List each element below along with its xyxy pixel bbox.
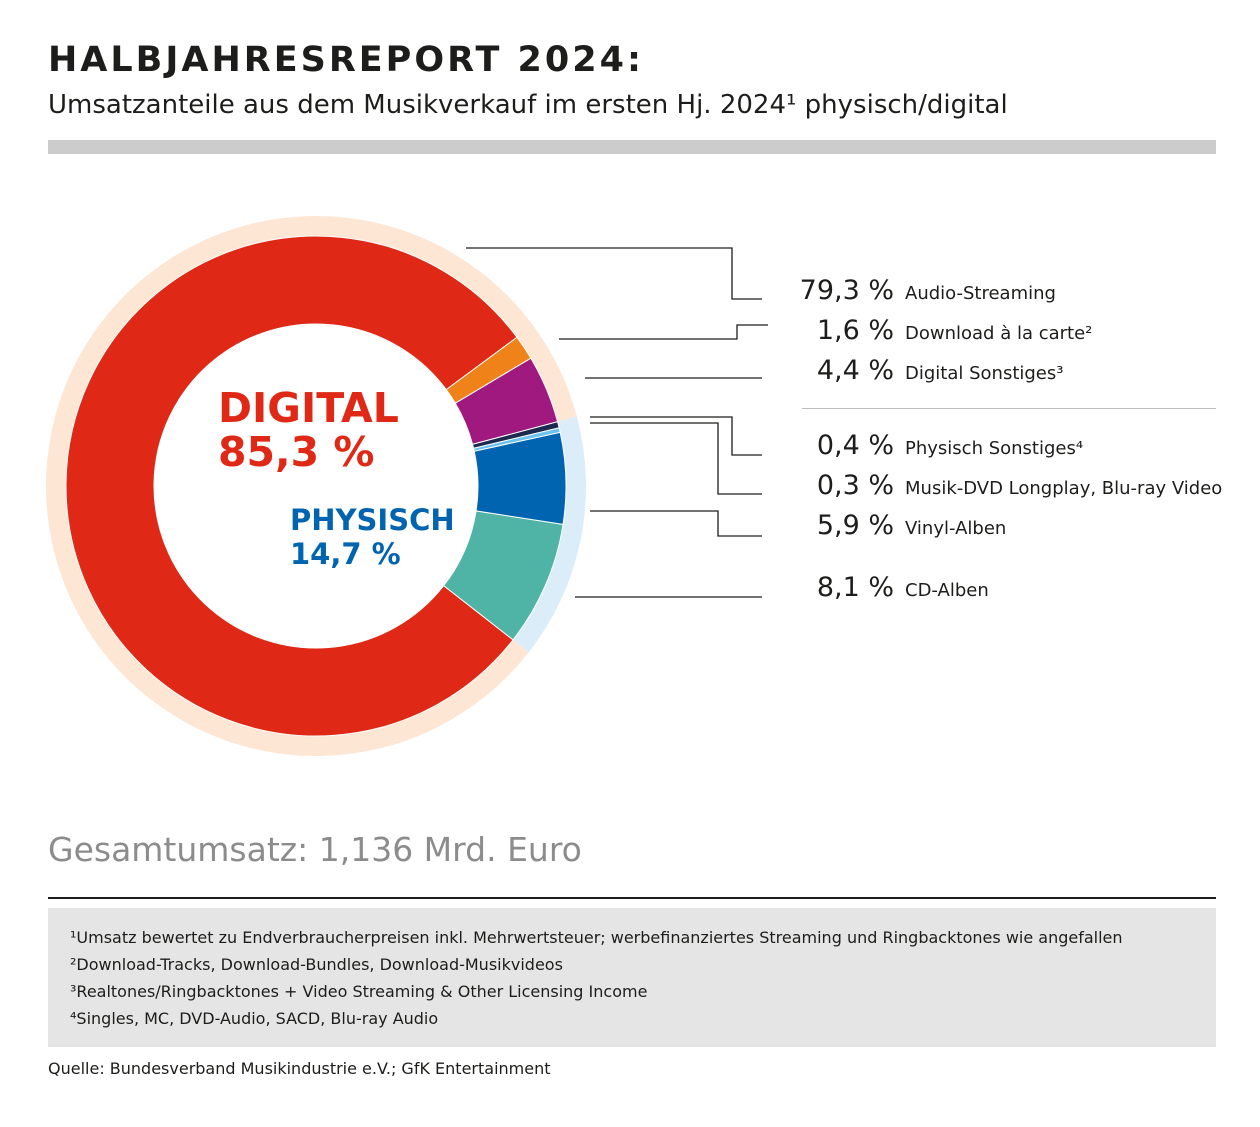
leader-line (590, 422, 762, 495)
donut-chart (45, 215, 768, 756)
legend-row: 0,3 % Musik-DVD Longplay, Blu-ray Video (780, 467, 1240, 501)
slice-audio-streaming (65, 235, 518, 737)
legend-row: 4,4 % Digital Sonstiges³ (780, 352, 1240, 386)
legend-value: 1,6 % (816, 315, 894, 346)
page-subtitle: Umsatzanteile aus dem Musikverkauf im er… (48, 90, 1008, 120)
legend-value: 8,1 % (816, 572, 894, 603)
legend-value: 4,4 % (816, 355, 894, 386)
legend-row: 5,9 % Vinyl-Alben (780, 507, 1240, 541)
legend-row: 79,3 % Audio-Streaming (780, 272, 1240, 306)
footer-rule (48, 897, 1216, 899)
footnotes-box: ¹Umsatz bewertet zu Endverbraucherpreise… (48, 908, 1216, 1047)
legend-value: 0,4 % (816, 430, 894, 461)
leader-line (590, 416, 762, 456)
digital-group-label: DIGITAL (218, 384, 399, 432)
donut-slices (65, 235, 567, 737)
legend-value: 79,3 % (799, 275, 894, 306)
legend-label: Vinyl-Alben (905, 518, 1007, 539)
total-revenue: Gesamtumsatz: 1,136 Mrd. Euro (48, 830, 582, 869)
footnote: ¹Umsatz bewertet zu Endverbraucherpreise… (70, 928, 1123, 947)
legend-label: Musik-DVD Longplay, Blu-ray Video (905, 478, 1223, 499)
legend-row: 8,1 % CD-Alben (780, 569, 1240, 603)
legend-label: Digital Sonstiges³ (905, 363, 1064, 384)
legend-value: 5,9 % (816, 510, 894, 541)
legend-label: Audio-Streaming (905, 283, 1056, 304)
footnote: ²Download-Tracks, Download-Bundles, Down… (70, 955, 563, 974)
footnote: ⁴Singles, MC, DVD-Audio, SACD, Blu-ray A… (70, 1009, 439, 1028)
title-divider-bar (48, 140, 1216, 154)
legend-row: 0,4 % Physisch Sonstiges⁴ (780, 427, 1240, 461)
legend-value: 0,3 % (816, 470, 894, 501)
leader-line (466, 247, 762, 300)
digital-group-value: 85,3 % (218, 428, 375, 476)
physisch-ring (511, 416, 586, 653)
leader-line (559, 324, 768, 340)
leader-lines (466, 247, 768, 598)
leader-line (590, 510, 762, 537)
legend-separator (802, 408, 1216, 409)
physisch-group-label: PHYSISCH (290, 503, 455, 537)
legend-row: 1,6 % Download à la carte² (780, 312, 1240, 346)
footnote: ³Realtones/Ringbacktones + Video Streami… (70, 982, 648, 1001)
physisch-group-value: 14,7 % (290, 537, 401, 571)
legend-label: Download à la carte² (905, 323, 1093, 344)
legend-label: CD-Alben (905, 580, 989, 601)
legend-label: Physisch Sonstiges⁴ (905, 438, 1084, 459)
outer-rings (45, 215, 586, 756)
source-note: Quelle: Bundesverband Musikindustrie e.V… (48, 1059, 551, 1078)
page-title: HALBJAHRESREPORT 2024: (48, 40, 644, 80)
